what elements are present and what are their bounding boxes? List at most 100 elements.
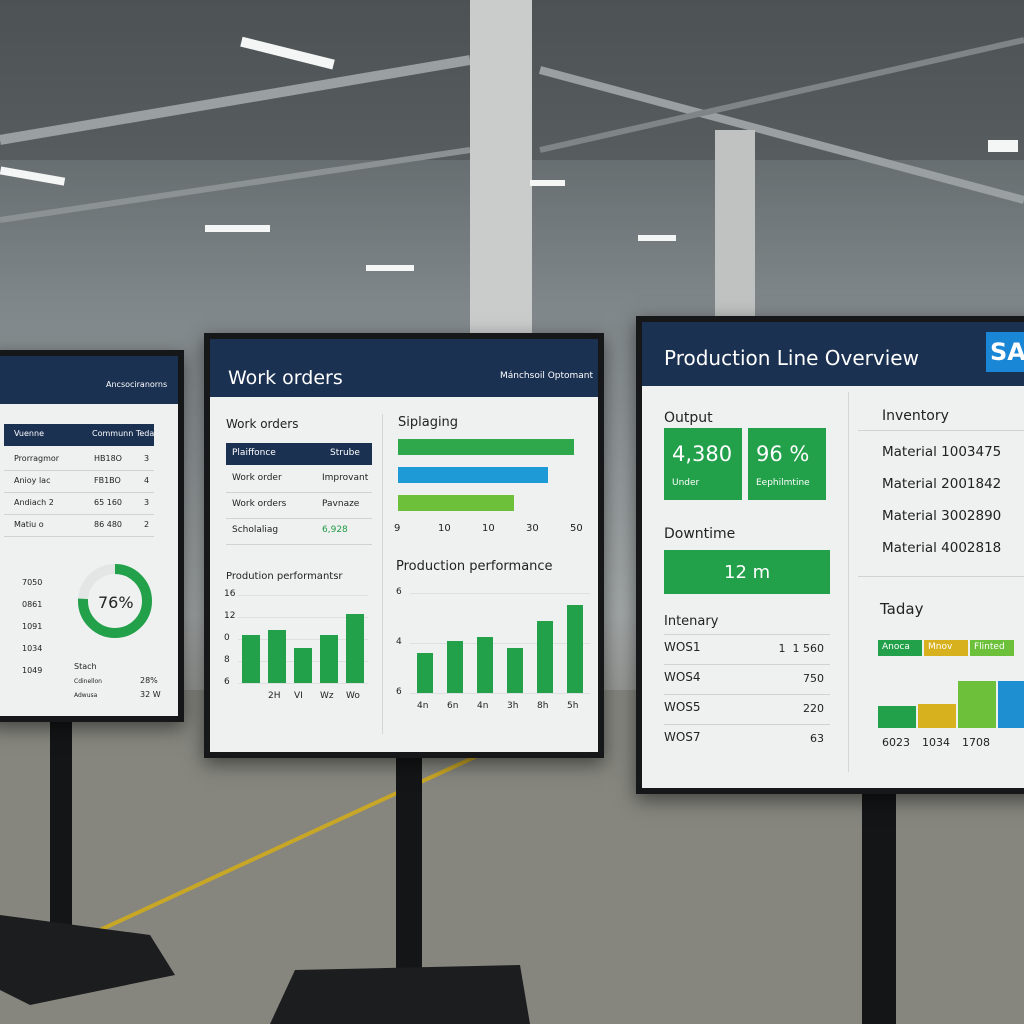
row-line bbox=[226, 544, 372, 545]
label: 28% bbox=[140, 676, 158, 685]
label: 4 bbox=[144, 476, 150, 485]
row-line bbox=[4, 470, 154, 471]
label: Improvant bbox=[322, 473, 369, 483]
label: 1 1 560 bbox=[778, 642, 824, 655]
label: Anioy lac bbox=[14, 476, 51, 485]
row-line bbox=[4, 514, 154, 515]
bar bbox=[294, 647, 312, 683]
legend-chip bbox=[970, 640, 1014, 656]
label: 6 bbox=[396, 587, 402, 597]
label: 65 160 bbox=[94, 498, 122, 507]
label: WOS7 bbox=[664, 730, 701, 744]
logo: SA bbox=[986, 332, 1024, 372]
label: 750 bbox=[803, 672, 824, 685]
row-line bbox=[664, 664, 830, 665]
label: 7050 bbox=[22, 578, 43, 587]
label: 5h bbox=[567, 701, 579, 711]
output-tile bbox=[664, 428, 742, 500]
label: 1049 bbox=[22, 666, 43, 675]
hbar bbox=[398, 495, 515, 511]
label: 220 bbox=[803, 702, 824, 715]
header-text: Ancsociranorns bbox=[106, 380, 168, 389]
label: Eephilmtine bbox=[756, 478, 810, 488]
divider bbox=[382, 414, 383, 734]
grid-line bbox=[238, 595, 368, 596]
label: Pavnaze bbox=[322, 499, 360, 509]
label: 12 bbox=[224, 611, 236, 621]
header-bar: Work orders Mánchsoil Optomant bbox=[210, 339, 598, 397]
label: 6023 bbox=[882, 736, 910, 749]
row-line bbox=[858, 576, 1024, 577]
bar bbox=[998, 681, 1024, 728]
divider bbox=[848, 392, 849, 772]
label: Anoca bbox=[882, 642, 910, 652]
label: 0861 bbox=[22, 600, 43, 609]
bar bbox=[447, 641, 463, 693]
donut bbox=[78, 564, 152, 638]
label: Material 1003475 bbox=[882, 444, 1002, 460]
label: 3 bbox=[144, 498, 150, 507]
table-header bbox=[4, 424, 154, 446]
label: 2 bbox=[144, 520, 150, 529]
label: Material 2001842 bbox=[882, 476, 1002, 492]
label: 1091 bbox=[22, 622, 43, 631]
label: Strube bbox=[330, 448, 360, 458]
output-tile bbox=[748, 428, 826, 500]
grid-line bbox=[238, 639, 368, 640]
right-screen: Production Line Overview SA Output Downt… bbox=[636, 316, 1024, 794]
label: 6 bbox=[396, 687, 402, 697]
label: HB18O bbox=[94, 454, 122, 463]
row-line bbox=[226, 492, 372, 493]
downtime-tile bbox=[664, 550, 830, 594]
section-title: Downtime bbox=[664, 526, 736, 542]
panel-title: Production performance bbox=[396, 559, 553, 574]
legend-chip bbox=[924, 640, 968, 656]
grid-line bbox=[410, 643, 590, 644]
header-bar: Ancsociranorns bbox=[0, 356, 178, 404]
row-line bbox=[4, 492, 154, 493]
label: 0 bbox=[224, 633, 230, 643]
label: 4n bbox=[477, 701, 489, 711]
label: 63 bbox=[810, 732, 824, 745]
bar bbox=[567, 605, 583, 693]
label: 96 % bbox=[756, 442, 810, 466]
label: 6 bbox=[224, 677, 230, 687]
label: 8h bbox=[537, 701, 549, 711]
bar bbox=[537, 621, 553, 693]
left-screen: Ancsociranorns Vuenne Communn Teda Prorrag… bbox=[0, 350, 184, 722]
bar bbox=[918, 703, 956, 728]
grid-line bbox=[410, 593, 590, 594]
label: Stach bbox=[74, 662, 97, 671]
panel-title: Prodution performantsr bbox=[226, 571, 343, 582]
label: Work order bbox=[232, 473, 282, 483]
label: 4 bbox=[396, 637, 402, 647]
label: Material 4002818 bbox=[882, 540, 1002, 556]
label: 10 bbox=[438, 523, 451, 534]
label: 30 bbox=[526, 523, 539, 534]
label: 6n bbox=[447, 701, 459, 711]
label: 32 W bbox=[140, 690, 161, 699]
label: Wz bbox=[320, 691, 334, 701]
label: 2H bbox=[268, 691, 281, 701]
panel-title: Work orders bbox=[226, 417, 299, 431]
label: 86 480 bbox=[94, 520, 122, 529]
label: Flinted bbox=[974, 642, 1005, 652]
middle-screen: Work orders Mánchsoil Optomant Work orde… bbox=[204, 333, 604, 758]
downtime-value: 12 m bbox=[724, 562, 771, 583]
row-line bbox=[226, 518, 372, 519]
grid-line bbox=[410, 693, 590, 694]
row-line bbox=[858, 430, 1024, 431]
label: Wo bbox=[346, 691, 360, 701]
hbar bbox=[398, 439, 574, 455]
label: Prorragmor bbox=[14, 454, 60, 463]
bar bbox=[346, 614, 364, 683]
bar bbox=[242, 634, 260, 683]
bar bbox=[878, 706, 916, 728]
label: 1034 bbox=[22, 644, 43, 653]
label: VI bbox=[294, 691, 303, 701]
label: 3h bbox=[507, 701, 519, 711]
label: 3 bbox=[144, 454, 150, 463]
label: Mnov bbox=[928, 642, 953, 652]
label: Cdinellon bbox=[74, 678, 102, 685]
